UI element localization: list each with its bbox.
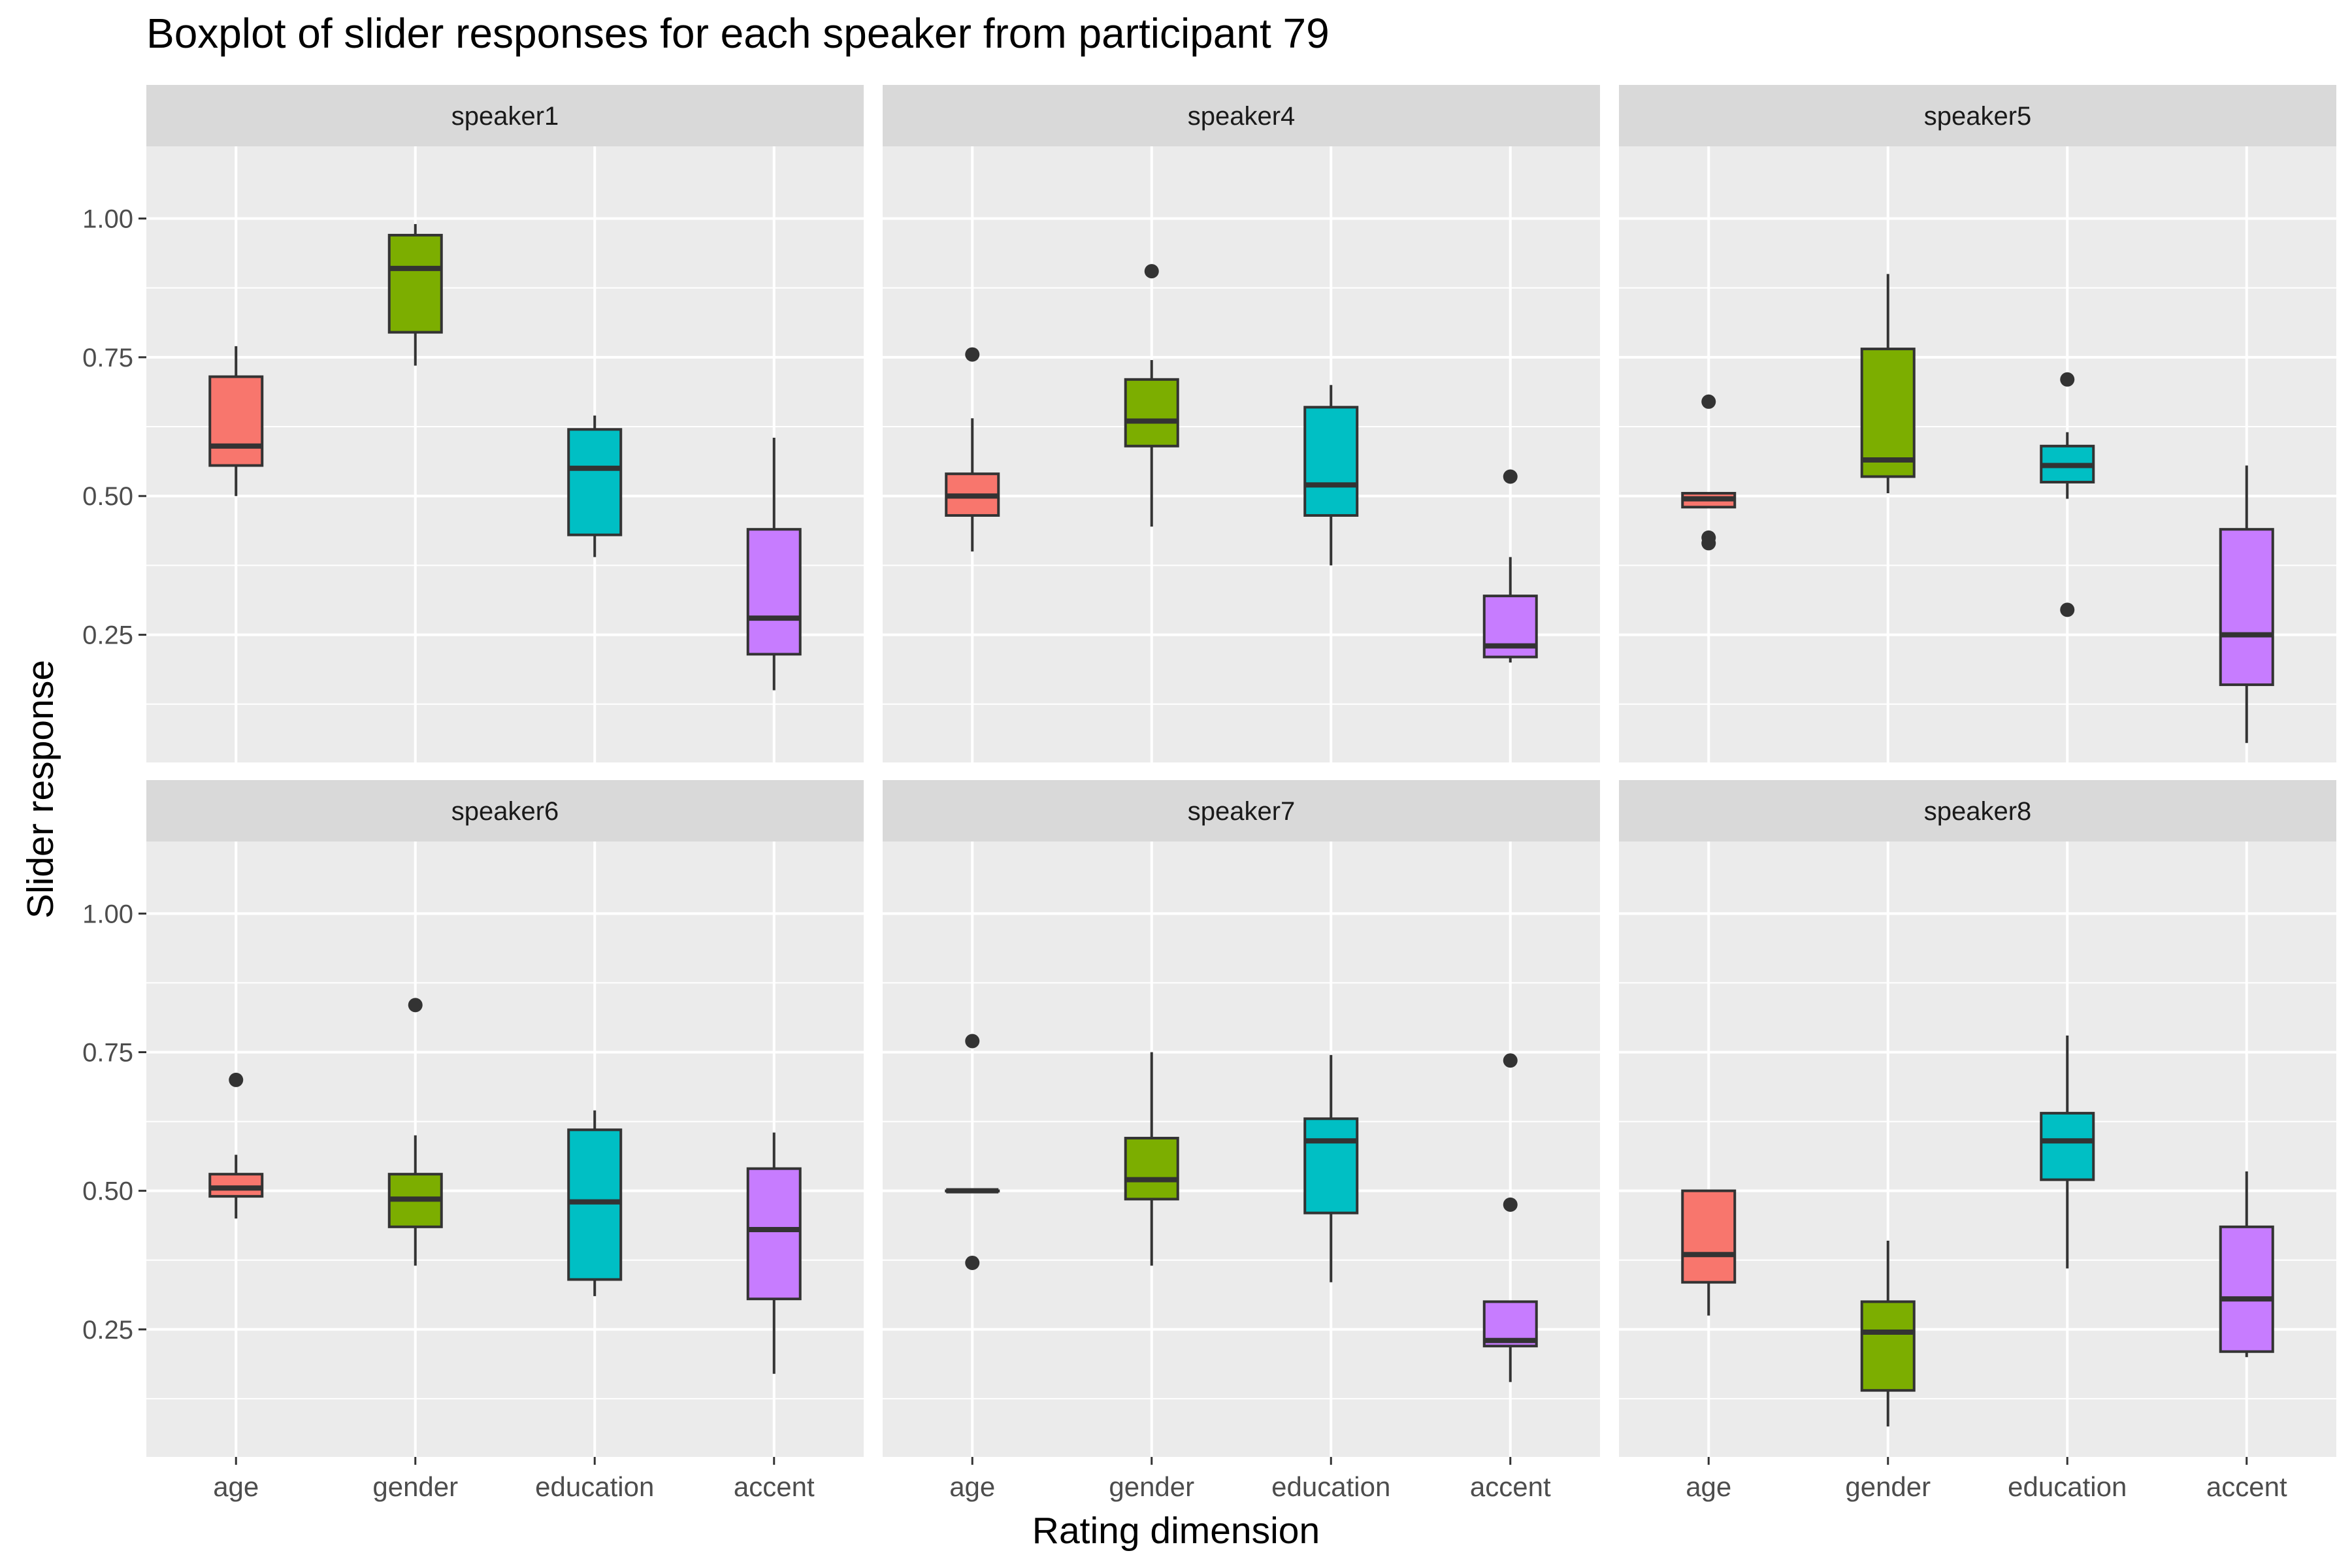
box-gender: [1124, 378, 1179, 448]
outlier-point: [1503, 1053, 1518, 1068]
box-education: [2040, 1111, 2095, 1181]
x-tick-label: education: [2008, 1471, 2127, 1502]
box-gender: [1124, 1137, 1179, 1201]
outlier-point: [965, 1034, 980, 1049]
box-age: [1681, 1189, 1737, 1284]
box-education: [567, 1128, 623, 1281]
facet-strip: [146, 780, 864, 841]
box-education: [1303, 1117, 1359, 1215]
facet-label: speaker7: [1188, 797, 1296, 826]
outlier-point: [1701, 536, 1716, 551]
outlier-point: [1503, 469, 1518, 484]
y-tick-label: 1.00: [82, 900, 133, 928]
panel-background: [1619, 841, 2336, 1457]
panel-background: [1619, 146, 2336, 762]
facet-strip: [883, 780, 1600, 841]
chart-title: Boxplot of slider responses for each spe…: [146, 10, 1330, 57]
outlier-point: [229, 1072, 244, 1087]
x-tick-label: education: [535, 1471, 654, 1502]
y-tick-label: 0.75: [82, 344, 133, 372]
box-education: [567, 428, 623, 536]
box-gender: [387, 233, 443, 334]
facet-label: speaker8: [1924, 797, 2032, 826]
facet-strip: [146, 85, 864, 146]
facet-strip: [1619, 780, 2336, 841]
x-tick-label: age: [213, 1471, 259, 1502]
x-tick-label: accent: [1470, 1471, 1551, 1502]
box-age: [208, 1173, 264, 1198]
facet-strip: [1619, 85, 2336, 146]
y-tick-label: 0.25: [82, 621, 133, 650]
panel-background: [146, 146, 864, 762]
y-tick-label: 0.25: [82, 1316, 133, 1345]
outlier-point: [408, 998, 423, 1013]
facet-label: speaker4: [1188, 102, 1296, 131]
y-tick-label: 0.50: [82, 1177, 133, 1206]
facet-label: speaker5: [1924, 102, 2032, 131]
box-accent: [2219, 1225, 2274, 1353]
box-age: [208, 375, 264, 467]
x-tick-label: accent: [734, 1471, 815, 1502]
box-accent: [746, 528, 802, 656]
x-tick-label: accent: [2206, 1471, 2287, 1502]
outlier-point: [2060, 602, 2075, 617]
y-tick-label: 1.00: [82, 204, 133, 233]
x-tick-label: age: [1686, 1471, 1731, 1502]
facet-label: speaker6: [451, 797, 559, 826]
outlier-point: [2060, 372, 2075, 387]
box-accent: [746, 1167, 802, 1301]
panel-background: [883, 841, 1600, 1457]
box-gender: [1860, 1300, 1916, 1392]
x-axis-title: Rating dimension: [1032, 1510, 1320, 1552]
x-tick-label: gender: [1109, 1471, 1194, 1502]
outlier-point: [1701, 394, 1716, 409]
y-axis-title: Slider response: [20, 659, 61, 919]
y-tick-label: 0.50: [82, 482, 133, 511]
panel-background: [146, 841, 864, 1457]
facet-label: speaker1: [451, 102, 559, 131]
box-accent: [2219, 528, 2274, 687]
x-tick-label: gender: [1845, 1471, 1931, 1502]
outlier-point: [965, 347, 980, 362]
outlier-point: [965, 1255, 980, 1270]
box-education: [1303, 406, 1359, 517]
box-gender: [1860, 348, 1916, 478]
facet-strip: [883, 85, 1600, 146]
x-tick-label: gender: [372, 1471, 458, 1502]
outlier-point: [1503, 1197, 1518, 1212]
outlier-point: [1144, 264, 1159, 279]
x-tick-label: education: [1271, 1471, 1390, 1502]
y-tick-label: 0.75: [82, 1038, 133, 1067]
x-tick-label: age: [949, 1471, 995, 1502]
panel-background: [883, 146, 1600, 762]
